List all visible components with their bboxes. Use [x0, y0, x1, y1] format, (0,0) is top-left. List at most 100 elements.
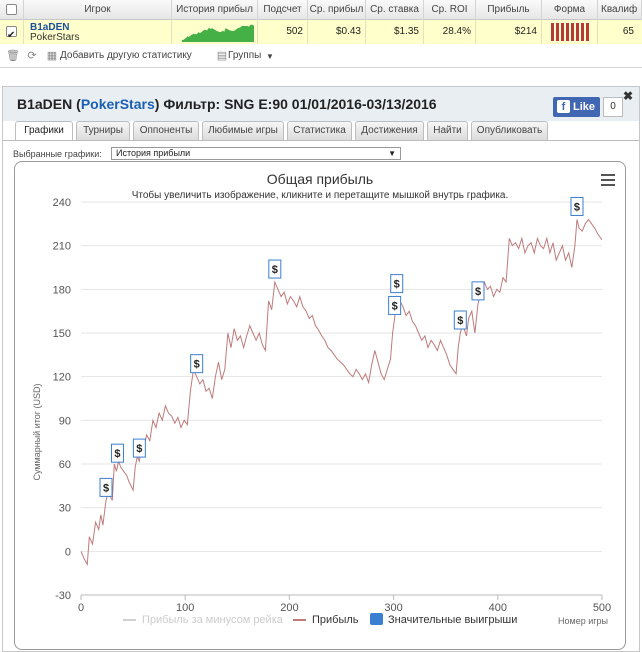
legend-bigwin-label[interactable]: Значительные выигрыши: [388, 614, 517, 626]
tab-charts[interactable]: Графики: [15, 121, 73, 141]
marker-box: [268, 259, 282, 279]
legend-rake-label[interactable]: Прибыль за минусом рейка: [142, 614, 284, 626]
big-win-marker[interactable]: $: [388, 295, 402, 315]
header-avg-roi[interactable]: Ср. ROI: [424, 0, 476, 20]
facebook-icon: f: [557, 100, 570, 113]
x-axis-ticks: 0 100 200 300 400 500: [78, 594, 611, 614]
marker-dollar-label: $: [457, 315, 463, 327]
big-win-marker[interactable]: $: [390, 274, 404, 294]
add-stat-button[interactable]: Добавить другую статистику: [60, 50, 192, 61]
chart-title: Общая прибыль: [267, 171, 373, 187]
row-select-cell[interactable]: [0, 20, 24, 44]
chart-grid: [81, 201, 602, 596]
select-label: Выбранные графики:: [13, 149, 102, 159]
row-count: 502: [258, 20, 308, 44]
panel-site-link[interactable]: PokerStars: [80, 96, 155, 112]
header-qualif[interactable]: Квалиф: [598, 0, 642, 20]
panel-filter: Фильтр: SNG E:90 01/01/2016-03/13/2016: [163, 96, 437, 112]
big-win-marker[interactable]: $: [268, 259, 282, 279]
marker-dollar-label: $: [103, 482, 109, 494]
facebook-like-button[interactable]: f Like: [553, 97, 600, 117]
chart-subtitle: Чтобы увеличить изображение, кликните и …: [132, 189, 509, 201]
x-tick-label: 500: [593, 602, 611, 614]
like-count: 0: [603, 97, 623, 117]
big-win-marker[interactable]: $: [570, 196, 584, 216]
x-tick-label: 0: [78, 602, 84, 614]
marker-dollar-label: $: [475, 286, 481, 298]
row-avg-profit: $0.43: [308, 20, 366, 44]
header-avg-stake[interactable]: Ср. ставка: [366, 0, 424, 20]
row-avg-roi: 28.4%: [424, 20, 476, 44]
form-bars: [551, 23, 589, 41]
like-label: Like: [573, 101, 596, 113]
x-tick-label: 300: [384, 602, 402, 614]
player-site: PokerStars: [30, 32, 80, 43]
big-win-marker[interactable]: $: [190, 354, 204, 374]
marker-box: [570, 196, 584, 216]
tab-statistics[interactable]: Статистика: [287, 121, 352, 140]
profit-series-line: [80, 218, 603, 567]
x-tick-label: 200: [280, 602, 298, 614]
legend-bigwin-swatch: [370, 613, 383, 625]
tab-find[interactable]: Найти: [427, 121, 468, 140]
close-icon[interactable]: ✖: [622, 89, 633, 103]
panel-title: B1aDEN (PokerStars) Фильтр: SNG E:90 01/…: [17, 96, 437, 112]
trash-icon[interactable]: 🗑: [6, 50, 20, 62]
chart-legend: Прибыль за минусом рейка Прибыль Значите…: [123, 613, 517, 626]
marker-box: [471, 281, 485, 301]
refresh-icon[interactable]: ⟳: [27, 50, 37, 62]
y-axis-label: Суммарный итог (USD): [32, 383, 42, 480]
profit-sparkline: [182, 24, 254, 42]
y-tick-label: 0: [65, 546, 71, 558]
x-tick-label: 400: [489, 602, 507, 614]
row-player-cell[interactable]: [24, 20, 172, 44]
big-win-marker[interactable]: $: [471, 281, 485, 301]
y-tick-label: 150: [53, 328, 71, 340]
profit-chart[interactable]: Общая прибыль Чтобы увеличить изображени…: [15, 162, 625, 649]
marker-box: [132, 438, 146, 458]
marker-box: [190, 354, 204, 374]
y-tick-label: 30: [59, 503, 71, 515]
big-win-marker[interactable]: $: [110, 443, 124, 463]
tab-achievements[interactable]: Достижения: [355, 121, 424, 140]
header-player[interactable]: Игрок: [24, 0, 172, 20]
big-win-marker[interactable]: $: [132, 438, 146, 458]
legend-profit-label[interactable]: Прибыль: [312, 614, 359, 626]
table-toolbar: 🗑 ⟳ ▦ Добавить другую статистику ▤ Групп…: [0, 44, 642, 68]
header-select-all[interactable]: [0, 0, 24, 20]
row-qualif: 65: [622, 26, 634, 37]
chart-select[interactable]: История прибыли ▼: [111, 147, 401, 160]
big-win-marker[interactable]: $: [99, 477, 113, 497]
chevron-down-icon[interactable]: ▼: [266, 52, 274, 61]
big-win-marker[interactable]: $: [453, 310, 467, 330]
chevron-down-icon: ▼: [388, 149, 396, 158]
menu-icon[interactable]: [601, 174, 615, 186]
y-tick-label: 60: [59, 459, 71, 471]
header-count[interactable]: Подсчет: [258, 0, 308, 20]
groups-icon[interactable]: ▤: [216, 50, 228, 62]
marker-box: [110, 443, 124, 463]
chart-container[interactable]: Общая прибыль Чтобы увеличить изображени…: [14, 161, 626, 650]
tab-divider: [3, 140, 639, 141]
header-profit[interactable]: Прибыль: [476, 0, 542, 20]
tab-opponents[interactable]: Оппоненты: [133, 121, 199, 140]
y-tick-label: 90: [59, 415, 71, 427]
groups-dropdown[interactable]: Группы: [228, 50, 262, 61]
tab-favorite-games[interactable]: Любимые игры: [202, 121, 284, 140]
y-tick-label: 180: [53, 284, 71, 296]
header-history[interactable]: История прибыл: [172, 0, 258, 20]
chart-select-value: История прибыли: [116, 148, 191, 158]
marker-box: [390, 274, 404, 294]
tab-publish[interactable]: Опубликовать: [471, 121, 548, 140]
row-form: [542, 20, 598, 44]
header-avg-profit[interactable]: Ср. прибыл: [308, 0, 366, 20]
tab-tournaments[interactable]: Турниры: [76, 121, 130, 140]
table-add-icon[interactable]: ▦: [46, 50, 58, 62]
select-all-checkbox[interactable]: [6, 4, 17, 15]
y-tick-label: 210: [53, 241, 71, 253]
row-checkbox[interactable]: [6, 24, 17, 44]
player-name-link[interactable]: B1aDEN: [30, 22, 70, 33]
table-row[interactable]: 502 $0.43 $1.35 28.4% $214 65: [0, 20, 642, 44]
marker-box: [99, 477, 113, 497]
header-form[interactable]: Форма: [542, 0, 598, 20]
